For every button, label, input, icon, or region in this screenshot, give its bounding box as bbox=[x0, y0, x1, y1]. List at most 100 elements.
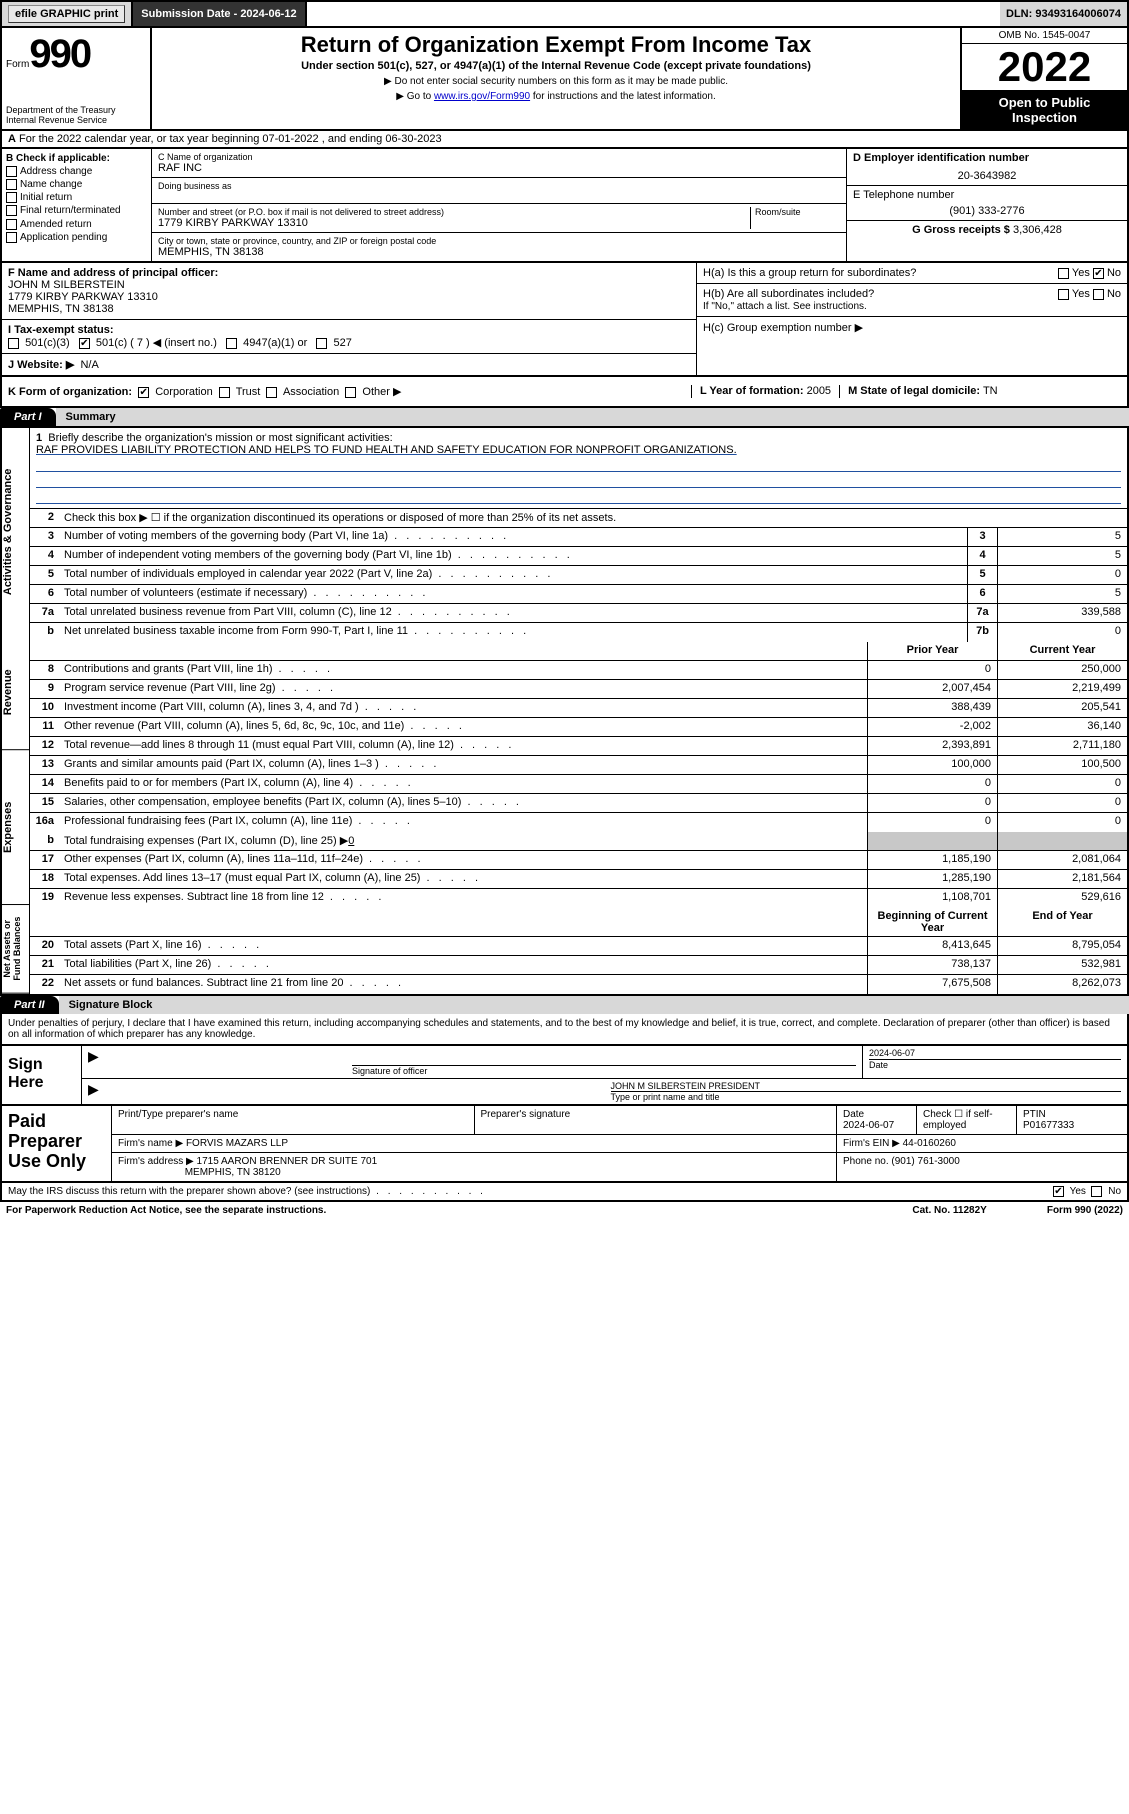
chk-501c3[interactable] bbox=[8, 338, 19, 349]
ha-yes[interactable] bbox=[1058, 268, 1069, 279]
form-header: Form 990 Department of the Treasury Inte… bbox=[0, 28, 1129, 131]
instructions-link-row: ▶ Go to www.irs.gov/Form990 for instruct… bbox=[160, 91, 952, 102]
row-i-tax-status: I Tax-exempt status: 501(c)(3) 501(c) ( … bbox=[2, 320, 696, 354]
line-5: 5Total number of individuals employed in… bbox=[30, 566, 1127, 585]
line-16a: 16aProfessional fundraising fees (Part I… bbox=[30, 813, 1127, 832]
top-bar: efile GRAPHIC print Submission Date - 20… bbox=[0, 0, 1129, 28]
chk-501c[interactable] bbox=[79, 338, 90, 349]
row-a-tax-year: A For the 2022 calendar year, or tax yea… bbox=[0, 131, 1129, 149]
row-k: K Form of organization: Corporation Trus… bbox=[0, 377, 1129, 408]
chk-amended-return[interactable]: Amended return bbox=[6, 219, 147, 230]
vertical-section-labels: Activities & Governance Revenue Expenses… bbox=[2, 428, 30, 994]
line-b: bNet unrelated business taxable income f… bbox=[30, 623, 1127, 642]
ein: 20-3643982 bbox=[853, 170, 1121, 182]
cat-no: Cat. No. 11282Y bbox=[912, 1205, 986, 1216]
chk-527[interactable] bbox=[316, 338, 327, 349]
line-18: 18Total expenses. Add lines 13–17 (must … bbox=[30, 870, 1127, 889]
org-city: MEMPHIS, TN 38138 bbox=[158, 246, 840, 258]
line-14: 14Benefits paid to or for members (Part … bbox=[30, 775, 1127, 794]
line-17: 17Other expenses (Part IX, column (A), l… bbox=[30, 851, 1127, 870]
gross-receipts: 3,306,428 bbox=[1013, 224, 1062, 236]
firm-addr: 1715 AARON BRENNER DR SUITE 701 bbox=[197, 1156, 378, 1167]
chk-trust[interactable] bbox=[219, 387, 230, 398]
penalties-text: Under penalties of perjury, I declare th… bbox=[0, 1014, 1129, 1046]
form-number: 990 bbox=[29, 32, 90, 77]
ptin: P01677333 bbox=[1023, 1120, 1074, 1131]
phone: (901) 333-2776 bbox=[853, 205, 1121, 217]
col-c-name-address: C Name of organization RAF INC Doing bus… bbox=[152, 149, 847, 261]
line-11: 11Other revenue (Part VIII, column (A), … bbox=[30, 718, 1127, 737]
block-f-to-j: F Name and address of principal officer:… bbox=[0, 263, 1129, 377]
org-street: 1779 KIRBY PARKWAY 13310 bbox=[158, 217, 750, 229]
org-info-grid: B Check if applicable: Address change Na… bbox=[0, 149, 1129, 263]
omb-number: OMB No. 1545-0047 bbox=[962, 28, 1127, 44]
firm-ein: 44-0160260 bbox=[903, 1138, 956, 1149]
chk-4947[interactable] bbox=[226, 338, 237, 349]
line-15: 15Salaries, other compensation, employee… bbox=[30, 794, 1127, 813]
org-name: RAF INC bbox=[158, 162, 840, 174]
summary-table: Activities & Governance Revenue Expenses… bbox=[0, 426, 1129, 996]
chk-application-pending[interactable]: Application pending bbox=[6, 232, 147, 243]
line-2: 2 Check this box ▶ ☐ if the organization… bbox=[30, 509, 1127, 528]
line-16b: b Total fundraising expenses (Part IX, c… bbox=[30, 832, 1127, 851]
hb-no[interactable] bbox=[1093, 289, 1104, 300]
part1-header: Part I Summary bbox=[0, 408, 1129, 426]
line-6: 6Total number of volunteers (estimate if… bbox=[30, 585, 1127, 604]
line-4: 4Number of independent voting members of… bbox=[30, 547, 1127, 566]
discuss-row: May the IRS discuss this return with the… bbox=[0, 1183, 1129, 1202]
chk-association[interactable] bbox=[266, 387, 277, 398]
col-header-begin-end: Beginning of Current Year End of Year bbox=[30, 908, 1127, 937]
state-domicile: TN bbox=[983, 385, 998, 397]
firm-phone: (901) 761-3000 bbox=[891, 1156, 959, 1167]
row-hb: H(b) Are all subordinates included? Yes … bbox=[697, 284, 1127, 317]
chk-name-change[interactable]: Name change bbox=[6, 179, 147, 190]
efile-button[interactable]: efile GRAPHIC print bbox=[8, 5, 125, 23]
line-13: 13Grants and similar amounts paid (Part … bbox=[30, 756, 1127, 775]
dept-treasury: Department of the Treasury bbox=[6, 105, 146, 115]
chk-initial-return[interactable]: Initial return bbox=[6, 192, 147, 203]
open-inspection: Open to Public Inspection bbox=[962, 91, 1127, 129]
mission-text: RAF PROVIDES LIABILITY PROTECTION AND HE… bbox=[36, 444, 737, 456]
tax-year: 2022 bbox=[962, 44, 1127, 91]
line-21: 21Total liabilities (Part X, line 26)738… bbox=[30, 956, 1127, 975]
instructions-link[interactable]: www.irs.gov/Form990 bbox=[434, 91, 530, 102]
hb-yes[interactable] bbox=[1058, 289, 1069, 300]
discuss-yes[interactable] bbox=[1053, 1186, 1064, 1197]
ssn-warning: ▶ Do not enter social security numbers o… bbox=[160, 76, 952, 87]
irs-label: Internal Revenue Service bbox=[6, 115, 146, 125]
col-d-ein-phone: D Employer identification number 20-3643… bbox=[847, 149, 1127, 261]
chk-final-return[interactable]: Final return/terminated bbox=[6, 205, 147, 216]
ha-no[interactable] bbox=[1093, 268, 1104, 279]
form-subtitle: Under section 501(c), 527, or 4947(a)(1)… bbox=[160, 60, 952, 72]
chk-other[interactable] bbox=[345, 387, 356, 398]
year-formation: 2005 bbox=[807, 385, 831, 397]
prep-date: 2024-06-07 bbox=[843, 1120, 894, 1131]
part2-header: Part II Signature Block bbox=[0, 996, 1129, 1014]
form-title: Return of Organization Exempt From Incom… bbox=[160, 32, 952, 58]
row-f-officer: F Name and address of principal officer:… bbox=[2, 263, 696, 320]
row-ha: H(a) Is this a group return for subordin… bbox=[697, 263, 1127, 284]
discuss-no[interactable] bbox=[1091, 1186, 1102, 1197]
line-1-mission: 1 Briefly describe the organization's mi… bbox=[30, 428, 1127, 509]
line-12: 12Total revenue—add lines 8 through 11 (… bbox=[30, 737, 1127, 756]
row-j-website: J Website: ▶ N/A bbox=[2, 354, 696, 375]
col-header-prior-current: Prior Year Current Year bbox=[30, 642, 1127, 661]
line-8: 8Contributions and grants (Part VIII, li… bbox=[30, 661, 1127, 680]
row-hc: H(c) Group exemption number ▶ bbox=[697, 317, 1127, 338]
paid-preparer-block: Paid Preparer Use Only Print/Type prepar… bbox=[0, 1106, 1129, 1183]
dln: DLN: 93493164006074 bbox=[1000, 2, 1127, 26]
form-word: Form bbox=[6, 59, 29, 70]
officer-name-title: JOHN M SILBERSTEIN PRESIDENT bbox=[611, 1081, 1122, 1092]
firm-name: FORVIS MAZARS LLP bbox=[186, 1138, 288, 1149]
line-7a: 7aTotal unrelated business revenue from … bbox=[30, 604, 1127, 623]
submission-date: Submission Date - 2024-06-12 bbox=[133, 2, 306, 26]
chk-address-change[interactable]: Address change bbox=[6, 166, 147, 177]
sig-date: 2024-06-07 bbox=[869, 1048, 1121, 1058]
sign-here-block: Sign Here ▶ Signature of officer 2024-06… bbox=[0, 1046, 1129, 1106]
line-10: 10Investment income (Part VIII, column (… bbox=[30, 699, 1127, 718]
chk-corporation[interactable] bbox=[138, 387, 149, 398]
col-b-checkboxes: B Check if applicable: Address change Na… bbox=[2, 149, 152, 261]
page-footer: For Paperwork Reduction Act Notice, see … bbox=[0, 1202, 1129, 1219]
form-ref: Form 990 (2022) bbox=[1047, 1205, 1123, 1216]
line-20: 20Total assets (Part X, line 16)8,413,64… bbox=[30, 937, 1127, 956]
